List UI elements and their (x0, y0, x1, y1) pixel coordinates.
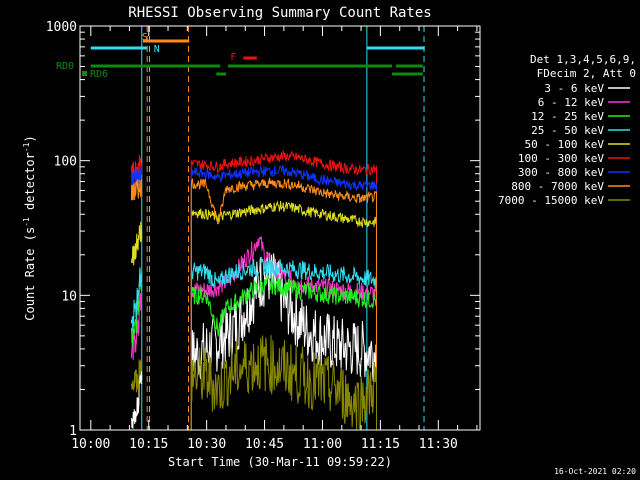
y-label-mid: detector (23, 152, 37, 217)
flag-rd6-label: RD6 (90, 69, 108, 80)
y-tick-label: 1000 (46, 20, 77, 35)
y-label-end: ) (23, 135, 37, 142)
x-tick-label: 10:00 (71, 437, 110, 452)
series-5-line-b (190, 149, 377, 430)
legend-entry-label: 300 - 800 keV (518, 166, 604, 179)
series-5-line-a (130, 154, 143, 180)
series-5 (130, 149, 377, 430)
flag-rd0-label: RD0 (56, 61, 74, 72)
x-axis-label: Start Time (30-Mar-11 09:59:22) (168, 455, 392, 469)
flag-n-label: N (154, 44, 160, 55)
legend-entry-label: 6 - 12 keV (538, 96, 605, 109)
series-8-line-a (130, 359, 143, 393)
x-tick-label: 10:30 (187, 437, 226, 452)
series-3-line-a (130, 267, 143, 332)
timestamp: 16-Oct-2021 02:20 (554, 467, 636, 476)
plot-area: SN F RD6 (82, 26, 425, 431)
legend-header-2: FDecim 2, Att 0 (537, 67, 636, 80)
y-label-sup-2: -1 (22, 142, 31, 152)
series-7-line-a (130, 179, 143, 201)
flag-s-label: S (142, 32, 148, 43)
y-axis-label: Count Rate (s-1 detector-1) (22, 135, 37, 320)
series-4-line-b (190, 200, 377, 430)
legend-entry-label: 7000 - 15000 keV (498, 194, 604, 207)
x-tick-label: 11:30 (419, 437, 458, 452)
y-axis: 1 10 100 1000 (46, 20, 480, 439)
legend-entry-label: 12 - 25 keV (531, 110, 604, 123)
legend-entry-label: 3 - 6 keV (544, 82, 604, 95)
y-tick-label: 100 (54, 155, 77, 170)
y-tick-label: 10 (61, 289, 77, 304)
series-6-line-b (190, 164, 377, 430)
series-0-line-b (190, 251, 377, 430)
series-3-line-b (190, 256, 377, 430)
legend-entry-label: 25 - 50 keV (531, 124, 604, 137)
flag-rd6-marker (82, 71, 87, 76)
legend-entry-label: 50 - 100 keV (525, 138, 605, 151)
series-7-line-b (190, 177, 377, 430)
x-tick-label: 11:15 (361, 437, 400, 452)
flag-f-label: F (230, 52, 236, 63)
x-tick-label: 10:15 (129, 437, 168, 452)
legend: Det 1,3,4,5,6,9, FDecim 2, Att 0 3 - 6 k… (498, 53, 636, 207)
series-2-line-b (190, 275, 377, 430)
plot-frame (79, 25, 481, 431)
y-label-sup-1: -1 (22, 217, 31, 227)
legend-entry-label: 800 - 7000 keV (511, 180, 604, 193)
x-axis: 10:00 10:15 10:30 10:45 11:00 11:15 11:30 (71, 26, 478, 452)
legend-entry-label: 100 - 300 keV (518, 152, 604, 165)
x-tick-label: 11:00 (303, 437, 342, 452)
y-label-main: Count Rate (s (23, 227, 37, 321)
legend-header-1: Det 1,3,4,5,6,9, (530, 53, 636, 66)
series-3 (130, 256, 377, 430)
series-7 (130, 177, 377, 430)
x-tick-label: 10:45 (245, 437, 284, 452)
series-8-line-b (190, 335, 377, 431)
chart-title: RHESSI Observing Summary Count Rates (128, 5, 431, 21)
series-4 (131, 200, 377, 430)
y-tick-label: 1 (69, 424, 77, 439)
series-8 (130, 335, 377, 431)
series-4-line-a (131, 221, 143, 266)
